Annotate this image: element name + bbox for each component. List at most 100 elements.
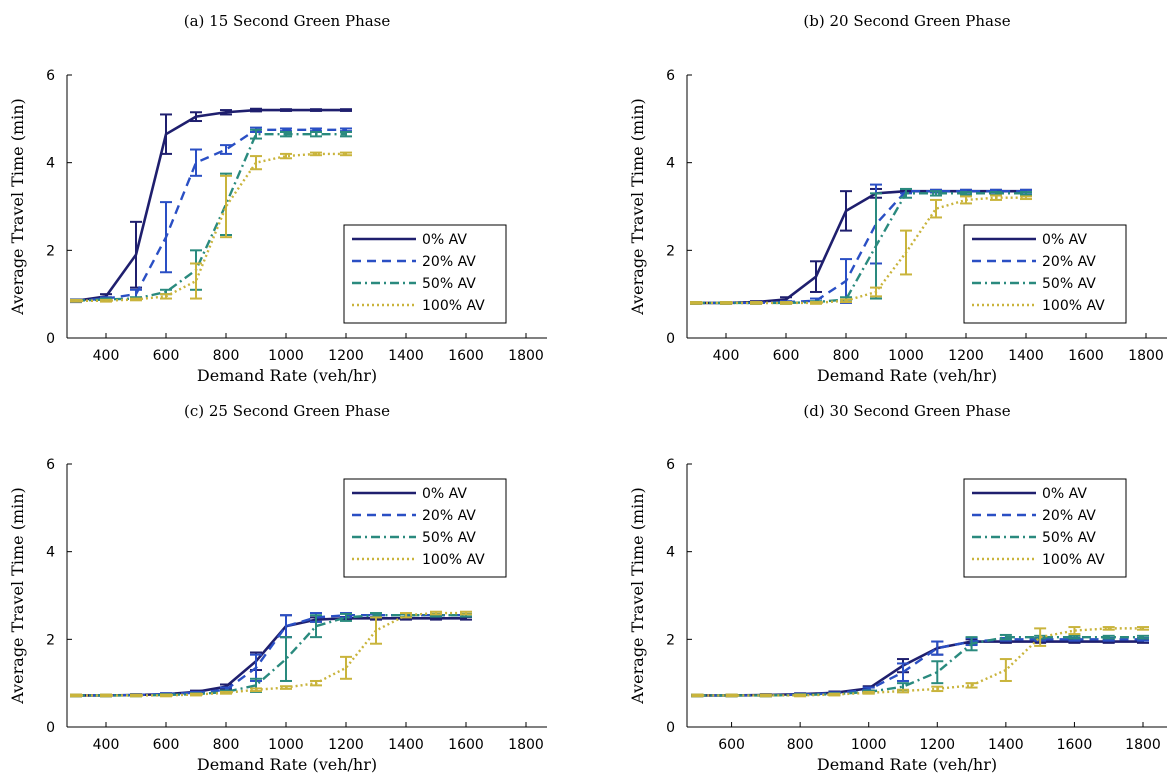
y-tick-label: 0	[46, 331, 55, 347]
series-1	[70, 612, 472, 698]
error-bar	[840, 298, 852, 304]
error-bar	[720, 301, 732, 305]
legend-label: 50% AV	[422, 530, 476, 546]
error-bar	[862, 690, 875, 695]
error-bar	[340, 612, 352, 622]
error-bar	[340, 130, 352, 138]
x-tick-label: 1000	[851, 737, 887, 753]
legend-label: 50% AV	[422, 276, 476, 292]
error-bar	[280, 685, 292, 690]
error-bar	[810, 260, 822, 293]
x-tick-label: 800	[213, 348, 240, 364]
x-tick-label: 1600	[448, 348, 484, 364]
error-bar	[690, 301, 702, 305]
legend-label: 0% AV	[1042, 232, 1087, 248]
chart-title: (c) 25 Second Green Phase	[184, 402, 390, 420]
series-line	[76, 614, 466, 697]
x-axis-label: Demand Rate (veh/hr)	[817, 366, 997, 385]
y-tick-label: 6	[46, 68, 55, 84]
error-bar	[310, 108, 322, 112]
error-bar	[430, 610, 442, 616]
legend-label: 100% AV	[1042, 552, 1105, 568]
x-tick-label: 1000	[268, 737, 304, 753]
x-tick-label: 1800	[508, 348, 544, 364]
series-3	[70, 610, 472, 698]
legend-label: 100% AV	[422, 298, 485, 314]
error-bar	[220, 690, 232, 695]
y-tick-label: 0	[666, 720, 675, 736]
y-tick-label: 4	[46, 545, 55, 561]
series-line	[76, 616, 466, 697]
y-tick-label: 4	[46, 156, 55, 172]
error-bar	[220, 109, 232, 116]
error-bar	[990, 194, 1002, 201]
x-tick-label: 1000	[888, 348, 924, 364]
error-bar	[1020, 191, 1032, 196]
series-line	[76, 614, 466, 697]
series-line	[75, 128, 346, 302]
legend-label: 50% AV	[1042, 276, 1096, 292]
y-tick-label: 4	[666, 156, 675, 172]
series-2	[691, 633, 1149, 698]
error-bar	[70, 693, 82, 698]
x-tick-label: 600	[153, 348, 180, 364]
error-bar	[280, 152, 292, 160]
error-bar	[965, 682, 978, 689]
x-tick-label: 600	[718, 737, 745, 753]
error-bar	[100, 298, 112, 303]
y-tick-label: 2	[666, 243, 675, 259]
legend-label: 50% AV	[1042, 530, 1096, 546]
x-tick-label: 400	[93, 737, 120, 753]
error-bar	[840, 190, 852, 232]
x-tick-label: 800	[833, 348, 860, 364]
x-tick-label: 1200	[328, 348, 364, 364]
series-3	[690, 194, 1032, 305]
error-bar	[340, 151, 352, 157]
legend: 0% AV 20% AV 50% AV 100% AV	[343, 478, 507, 578]
error-bar	[870, 192, 882, 300]
x-tick-label: 1400	[988, 737, 1024, 753]
error-bar	[190, 111, 202, 123]
chart-title: (d) 30 Second Green Phase	[803, 402, 1010, 420]
series-1	[691, 637, 1149, 698]
error-bar	[794, 693, 807, 698]
y-tick-label: 6	[666, 68, 675, 84]
series-2	[70, 128, 352, 303]
error-bar	[960, 191, 972, 196]
y-tick-label: 0	[666, 331, 675, 347]
legend-label: 0% AV	[422, 232, 467, 248]
error-bar	[190, 262, 202, 300]
y-axis-label: Average Travel Time (min)	[8, 487, 27, 705]
x-tick-label: 1600	[1068, 348, 1104, 364]
x-tick-label: 1400	[388, 348, 424, 364]
series-line	[76, 611, 466, 697]
legend-label: 0% AV	[422, 486, 467, 502]
error-bar	[160, 693, 172, 698]
error-bar	[190, 148, 202, 177]
error-bar	[999, 633, 1012, 641]
x-tick-label: 400	[713, 348, 740, 364]
series-line	[76, 152, 346, 302]
series-line	[697, 640, 1143, 697]
error-bar	[190, 692, 202, 697]
chart-title: (b) 20 Second Green Phase	[803, 12, 1010, 30]
error-bar	[250, 687, 262, 693]
x-tick-label: 1800	[508, 737, 544, 753]
error-bar	[130, 693, 142, 698]
error-bar	[250, 653, 262, 682]
x-tick-label: 800	[213, 737, 240, 753]
chart-panel-0: (a) 15 Second Green Phase 400 600 800 1000 12…	[8, 12, 547, 385]
legend: 0% AV 20% AV 50% AV 100% AV	[343, 224, 507, 324]
error-bar	[999, 658, 1012, 682]
error-bar	[1137, 634, 1149, 640]
error-bar	[1020, 195, 1032, 201]
y-tick-label: 2	[46, 243, 55, 259]
y-axis-label: Average Travel Time (min)	[628, 487, 647, 705]
error-bar	[340, 108, 352, 112]
error-bar	[931, 685, 944, 693]
error-bar	[759, 693, 772, 698]
legend-label: 100% AV	[422, 552, 485, 568]
error-bar	[897, 662, 909, 682]
series-3	[70, 151, 352, 303]
error-bar	[1068, 626, 1081, 636]
